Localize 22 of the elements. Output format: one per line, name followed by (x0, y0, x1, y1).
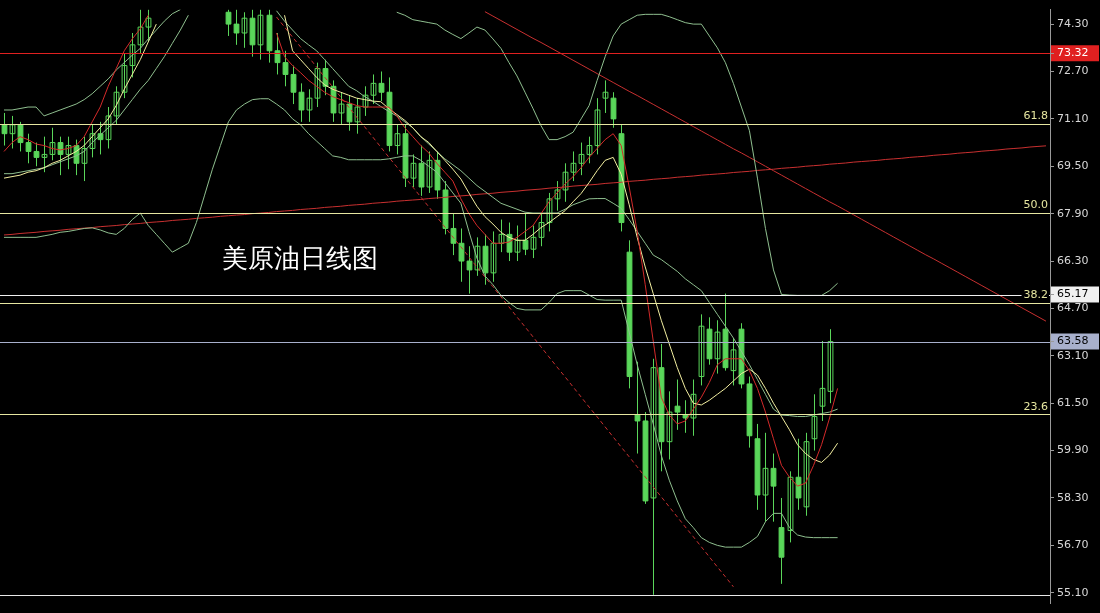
y-tick-label: 63.10 (1057, 348, 1089, 362)
annotation: 50.0 (1023, 198, 1048, 212)
y-tick-label: 74.30 (1057, 16, 1089, 30)
y-tick-label: 59.90 (1057, 443, 1089, 457)
y-tick-label: 63.58 (1057, 334, 1089, 348)
y-tick-label: 56.70 (1057, 538, 1089, 552)
annotation: 61.8 (1023, 109, 1048, 123)
annotation: 38.2 (1023, 288, 1048, 302)
y-tick-label: 73.32 (1057, 45, 1089, 59)
y-tick-label: 55.10 (1057, 585, 1089, 599)
candlestick (811, 393, 818, 452)
y-tick-label: 66.30 (1057, 253, 1089, 267)
annotation: 23.6 (1023, 399, 1048, 413)
y-tick-label: 69.50 (1057, 159, 1089, 173)
y-tick-label: 58.30 (1057, 490, 1089, 504)
y-tick-label: 72.70 (1057, 64, 1089, 78)
y-tick-label: 71.10 (1057, 111, 1089, 125)
y-tick-label: 64.70 (1057, 301, 1089, 315)
y-tick-label: 67.90 (1057, 206, 1089, 220)
y-tick-label: 61.50 (1057, 396, 1089, 410)
text: 美原油日线图 (222, 243, 378, 275)
y-tick-label: 65.17 (1057, 287, 1089, 301)
